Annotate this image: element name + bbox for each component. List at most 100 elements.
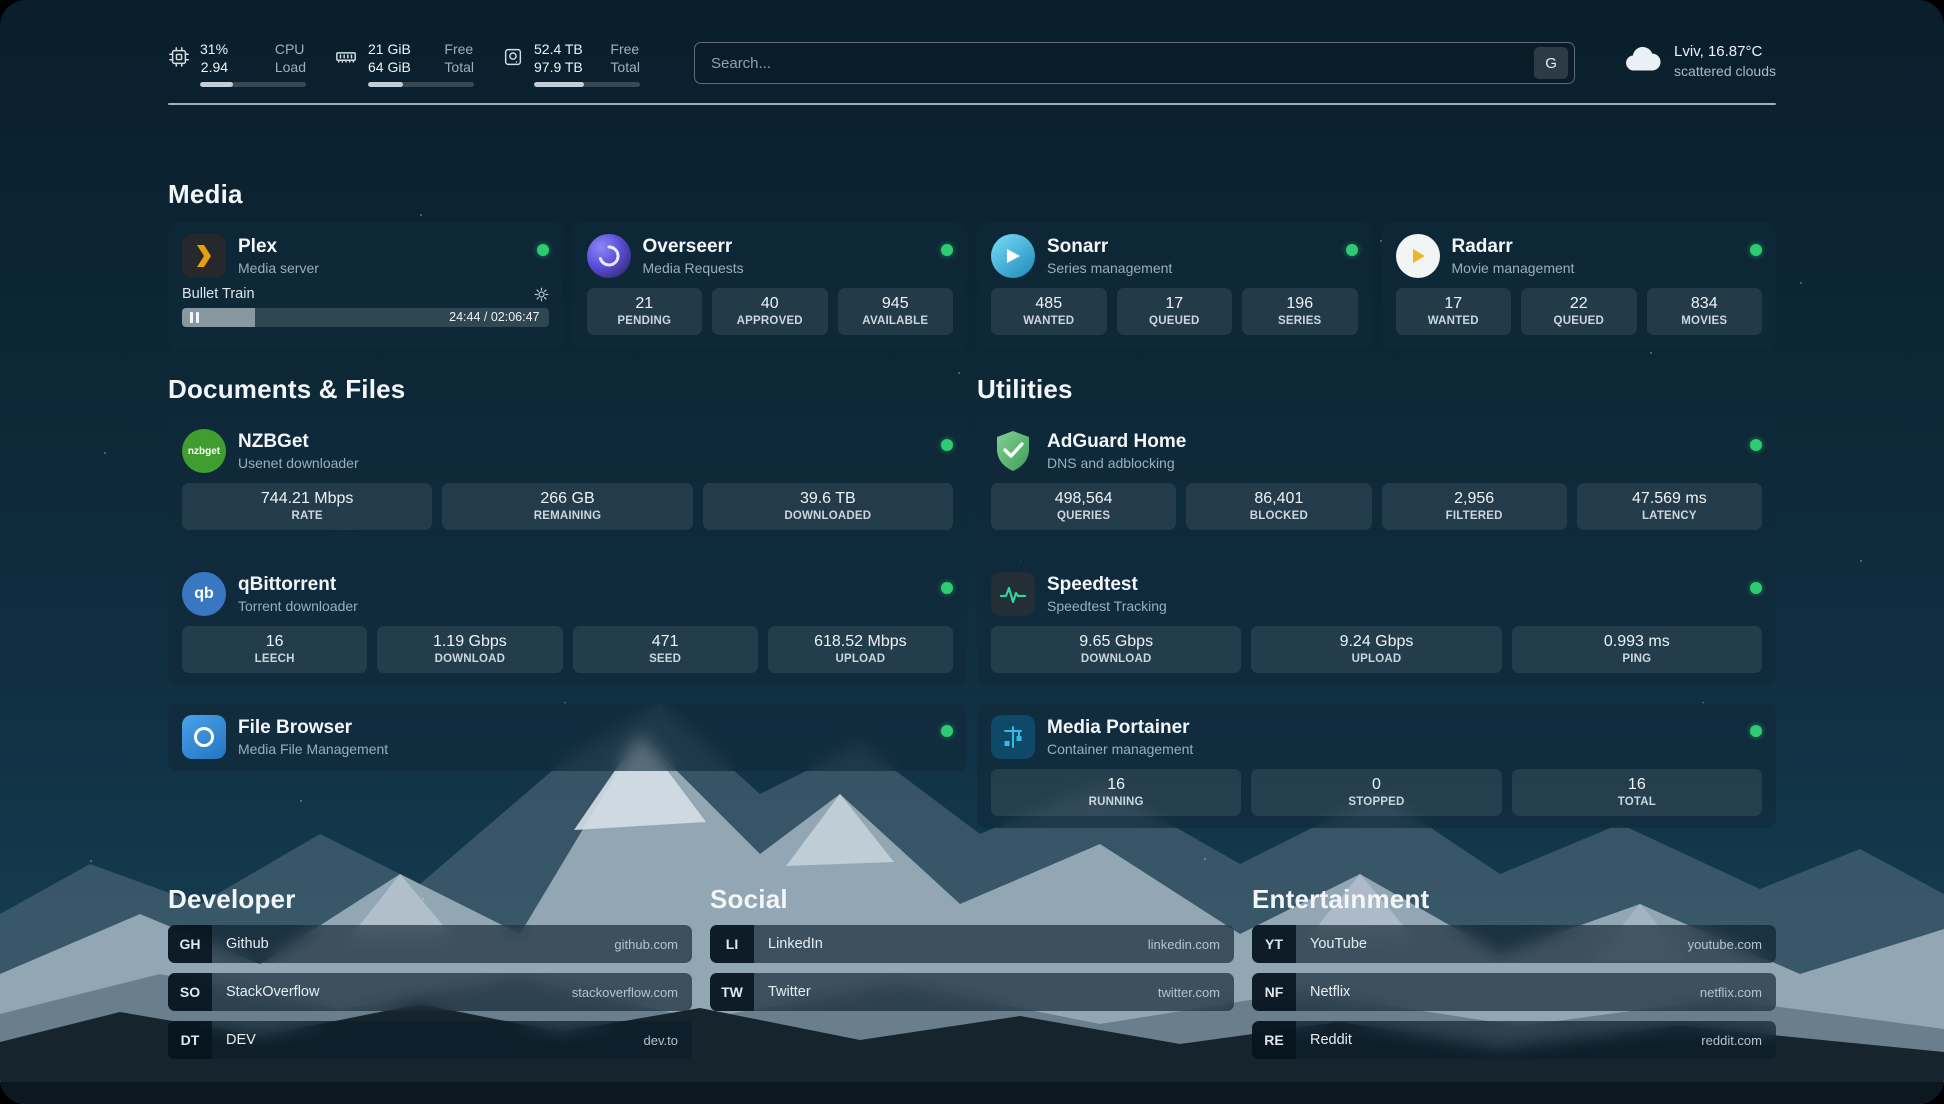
service-card-portainer[interactable]: Media Portainer Container management 16 … bbox=[977, 703, 1776, 828]
media-section-title: Media bbox=[168, 179, 243, 209]
service-name: Plex bbox=[238, 236, 278, 257]
section-media: Media Plex Media server bbox=[168, 179, 1776, 350]
stat-downloaded: 39.6 TB DOWNLOADED bbox=[702, 483, 953, 530]
bookmark-group-social: Social LI LinkedIn linkedin.com TW Twitt… bbox=[710, 884, 1234, 1059]
bookmark-stackoverflow[interactable]: SO StackOverflow stackoverflow.com bbox=[168, 973, 692, 1011]
cpu-label: CPU bbox=[274, 41, 305, 57]
cpu-chip-icon bbox=[168, 46, 190, 73]
section-utilities: Utilities bbox=[977, 374, 1776, 828]
service-card-nzbget[interactable]: nzbget NZBGet Usenet downloader 744.21 M… bbox=[168, 417, 967, 542]
nzbget-icon: nzbget bbox=[182, 429, 226, 473]
service-card-adguard[interactable]: AdGuard Home DNS and adblocking 498,564 … bbox=[977, 417, 1776, 542]
bookmark-twitter[interactable]: TW Twitter twitter.com bbox=[710, 973, 1234, 1011]
social-title: Social bbox=[710, 884, 788, 914]
stat-wanted: 485 WANTED bbox=[991, 288, 1107, 335]
bookmark-group-developer: Developer GH Github github.com SO StackO… bbox=[168, 884, 692, 1059]
playback-time: 24:44 / 02:06:47 bbox=[449, 310, 540, 324]
adguard-shield-icon bbox=[991, 429, 1035, 473]
stat-remaining: 266 GB REMAINING bbox=[442, 483, 693, 530]
status-dot bbox=[1750, 244, 1762, 256]
service-card-filebrowser[interactable]: File Browser Media File Management bbox=[168, 703, 967, 771]
bookmark-netflix[interactable]: NF Netflix netflix.com bbox=[1252, 973, 1776, 1011]
qbittorrent-icon: qb bbox=[182, 572, 226, 616]
service-card-speedtest[interactable]: Speedtest Speedtest Tracking 9.65 Gbps D… bbox=[977, 560, 1776, 685]
service-subtitle: Movie management bbox=[1451, 260, 1575, 276]
bookmark-group-entertainment: Entertainment YT YouTube youtube.com NF … bbox=[1252, 884, 1776, 1059]
disk-free-label: Free bbox=[610, 41, 640, 57]
developer-title: Developer bbox=[168, 884, 296, 914]
service-card-sonarr[interactable]: Sonarr Series management 485 WANTED 17 Q… bbox=[977, 222, 1372, 350]
memory-usage-widget: 21 GiB 64 GiB Free Total bbox=[334, 40, 474, 87]
search-input[interactable] bbox=[711, 54, 1527, 72]
cpu-percent: 31% bbox=[200, 41, 229, 57]
service-subtitle: Usenet downloader bbox=[238, 455, 359, 471]
stat-latency: 47.569 ms LATENCY bbox=[1576, 483, 1762, 530]
cpu-progress-track bbox=[200, 82, 306, 87]
bookmark-name: YouTube bbox=[1310, 936, 1367, 952]
stat-download: 9.65 Gbps DOWNLOAD bbox=[991, 626, 1242, 673]
stat-wanted: 17 WANTED bbox=[1395, 288, 1511, 335]
service-card-qbittorrent[interactable]: qb qBittorrent Torrent downloader 16 LEE… bbox=[168, 560, 967, 685]
service-name: Media Portainer bbox=[1047, 717, 1190, 738]
memory-progress-fill bbox=[368, 82, 403, 87]
stat-filtered: 2,956 FILTERED bbox=[1381, 483, 1567, 530]
memory-total-label: Total bbox=[444, 59, 474, 75]
bookmark-dev[interactable]: DT DEV dev.to bbox=[168, 1021, 692, 1059]
bookmark-linkedin[interactable]: LI LinkedIn linkedin.com bbox=[710, 925, 1234, 963]
disk-usage-widget: 52.4 TB 97.9 TB Free Total bbox=[502, 40, 640, 87]
sonarr-icon bbox=[991, 234, 1035, 278]
status-dot bbox=[941, 725, 953, 737]
bookmark-github[interactable]: GH Github github.com bbox=[168, 925, 692, 963]
bookmark-url: youtube.com bbox=[1687, 936, 1762, 952]
service-subtitle: Media Requests bbox=[642, 260, 744, 276]
service-card-plex[interactable]: Plex Media server Bullet Train bbox=[168, 222, 563, 350]
status-dot bbox=[536, 244, 549, 256]
memory-free: 21 GiB bbox=[368, 41, 411, 57]
bookmark-reddit[interactable]: RE Reddit reddit.com bbox=[1252, 1021, 1776, 1059]
bookmark-url: twitter.com bbox=[1157, 984, 1220, 1000]
bookmark-name: Reddit bbox=[1310, 1032, 1352, 1048]
service-name: AdGuard Home bbox=[1047, 431, 1187, 452]
stat-series: 196 SERIES bbox=[1242, 288, 1358, 335]
bookmark-badge: NF bbox=[1252, 973, 1296, 1011]
bookmark-badge: GH bbox=[168, 925, 212, 963]
gear-icon[interactable] bbox=[534, 287, 549, 302]
service-name: File Browser bbox=[238, 717, 353, 738]
service-name: qBittorrent bbox=[238, 574, 337, 595]
hard-drive-icon bbox=[502, 46, 524, 73]
bookmark-url: netflix.com bbox=[1699, 984, 1762, 1000]
bookmark-badge: LI bbox=[710, 925, 754, 963]
disk-progress-track bbox=[534, 82, 640, 87]
bookmark-badge: TW bbox=[710, 973, 754, 1011]
stat-movies: 834 MOVIES bbox=[1646, 288, 1762, 335]
bookmarks-section: Developer GH Github github.com SO StackO… bbox=[168, 884, 1776, 1059]
overseerr-icon bbox=[586, 234, 631, 278]
search-engine-button[interactable]: G bbox=[1534, 47, 1569, 79]
bookmark-youtube[interactable]: YT YouTube youtube.com bbox=[1252, 925, 1776, 963]
stat-ping: 0.993 ms PING bbox=[1511, 626, 1762, 673]
stat-stopped: 0 STOPPED bbox=[1251, 769, 1502, 816]
playback-progress-bar[interactable]: 24:44 / 02:06:47 bbox=[182, 308, 549, 327]
stat-blocked: 86,401 BLOCKED bbox=[1186, 483, 1372, 530]
portainer-icon bbox=[991, 715, 1035, 759]
service-card-radarr[interactable]: Radarr Movie management 17 WANTED 22 QUE… bbox=[1381, 222, 1776, 350]
status-dot bbox=[941, 439, 953, 451]
pause-icon[interactable] bbox=[190, 312, 199, 323]
status-dot bbox=[1750, 725, 1762, 737]
memory-total: 64 GiB bbox=[368, 59, 411, 75]
weather-location: Lviv, 16.87°C bbox=[1674, 43, 1763, 60]
playback-progress-fill bbox=[182, 308, 256, 327]
service-subtitle: Series management bbox=[1047, 260, 1173, 276]
service-card-overseerr[interactable]: Overseerr Media Requests 21 PENDING 40 A… bbox=[572, 222, 967, 350]
stat-download: 1.19 Gbps DOWNLOAD bbox=[377, 626, 563, 673]
stat-available: 945 AVAILABLE bbox=[837, 288, 953, 335]
section-documents: Documents & Files nzbget NZBGet Usenet d… bbox=[168, 374, 967, 771]
disk-progress-fill bbox=[534, 82, 584, 87]
status-dot bbox=[941, 582, 953, 594]
cloud-icon bbox=[1623, 44, 1661, 79]
bookmark-name: StackOverflow bbox=[226, 984, 320, 1000]
bookmark-url: stackoverflow.com bbox=[571, 984, 678, 1000]
service-subtitle: Speedtest Tracking bbox=[1047, 598, 1167, 614]
topbar-divider bbox=[168, 103, 1776, 105]
